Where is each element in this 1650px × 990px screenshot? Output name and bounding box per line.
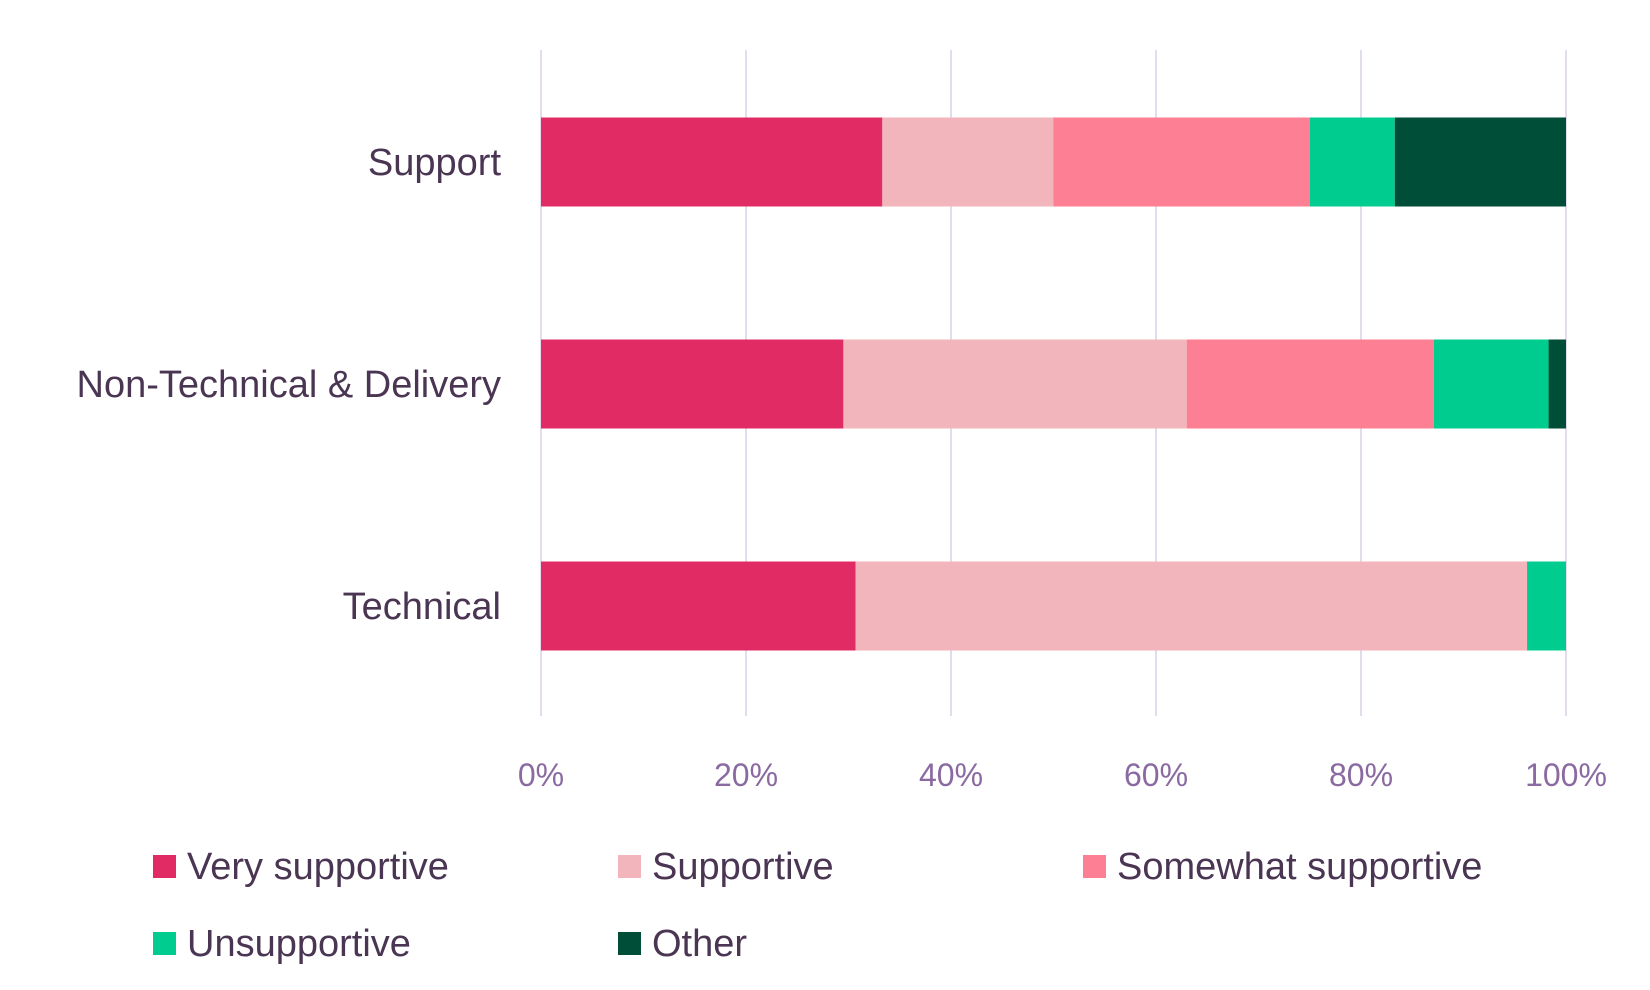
- legend-item: Very supportive: [153, 846, 449, 888]
- category-label: Support: [368, 142, 502, 184]
- legend-label: Somewhat supportive: [1117, 846, 1482, 888]
- x-axis-tick-labels: 0% 20% 40% 60% 80% 100%: [518, 757, 1607, 793]
- legend-item: Other: [618, 923, 747, 965]
- bar-segment: [843, 339, 1187, 429]
- x-tick-label: 40%: [919, 757, 983, 793]
- bar-segment: [1309, 117, 1395, 207]
- bar-segment: [541, 117, 883, 207]
- bar-segment: [541, 561, 856, 651]
- legend-label: Very supportive: [187, 846, 449, 888]
- bar-segment: [1527, 561, 1566, 651]
- bar-segment: [1433, 339, 1549, 429]
- legend-label: Unsupportive: [187, 923, 411, 965]
- x-tick-label: 0%: [518, 757, 564, 793]
- legend: Very supportive Supportive Somewhat suppor…: [153, 846, 1482, 965]
- legend-swatch: [1083, 855, 1106, 878]
- legend-swatch: [618, 932, 641, 955]
- legend-swatch: [153, 855, 176, 878]
- x-tick-label: 80%: [1329, 757, 1393, 793]
- category-label: Technical: [343, 586, 501, 628]
- legend-item: Somewhat supportive: [1083, 846, 1482, 888]
- legend-label: Other: [652, 923, 747, 965]
- legend-swatch: [153, 932, 176, 955]
- category-labels: Support Non-Technical & Delivery Technical: [77, 142, 502, 628]
- legend-item: Supportive: [618, 846, 834, 888]
- x-tick-label: 100%: [1525, 757, 1607, 793]
- x-tick-label: 20%: [714, 757, 778, 793]
- bars: [541, 117, 1566, 651]
- legend-item: Unsupportive: [153, 923, 411, 965]
- bar-segment: [882, 117, 1054, 207]
- legend-label: Supportive: [652, 846, 834, 888]
- bar-segment: [1394, 117, 1566, 207]
- x-tick-label: 60%: [1124, 757, 1188, 793]
- bar-segment: [1186, 339, 1434, 429]
- legend-swatch: [618, 855, 641, 878]
- bar-segment: [855, 561, 1528, 651]
- category-label: Non-Technical & Delivery: [77, 364, 502, 406]
- bar-segment: [541, 339, 844, 429]
- bar-segment: [1548, 339, 1566, 429]
- bar-segment: [1053, 117, 1310, 207]
